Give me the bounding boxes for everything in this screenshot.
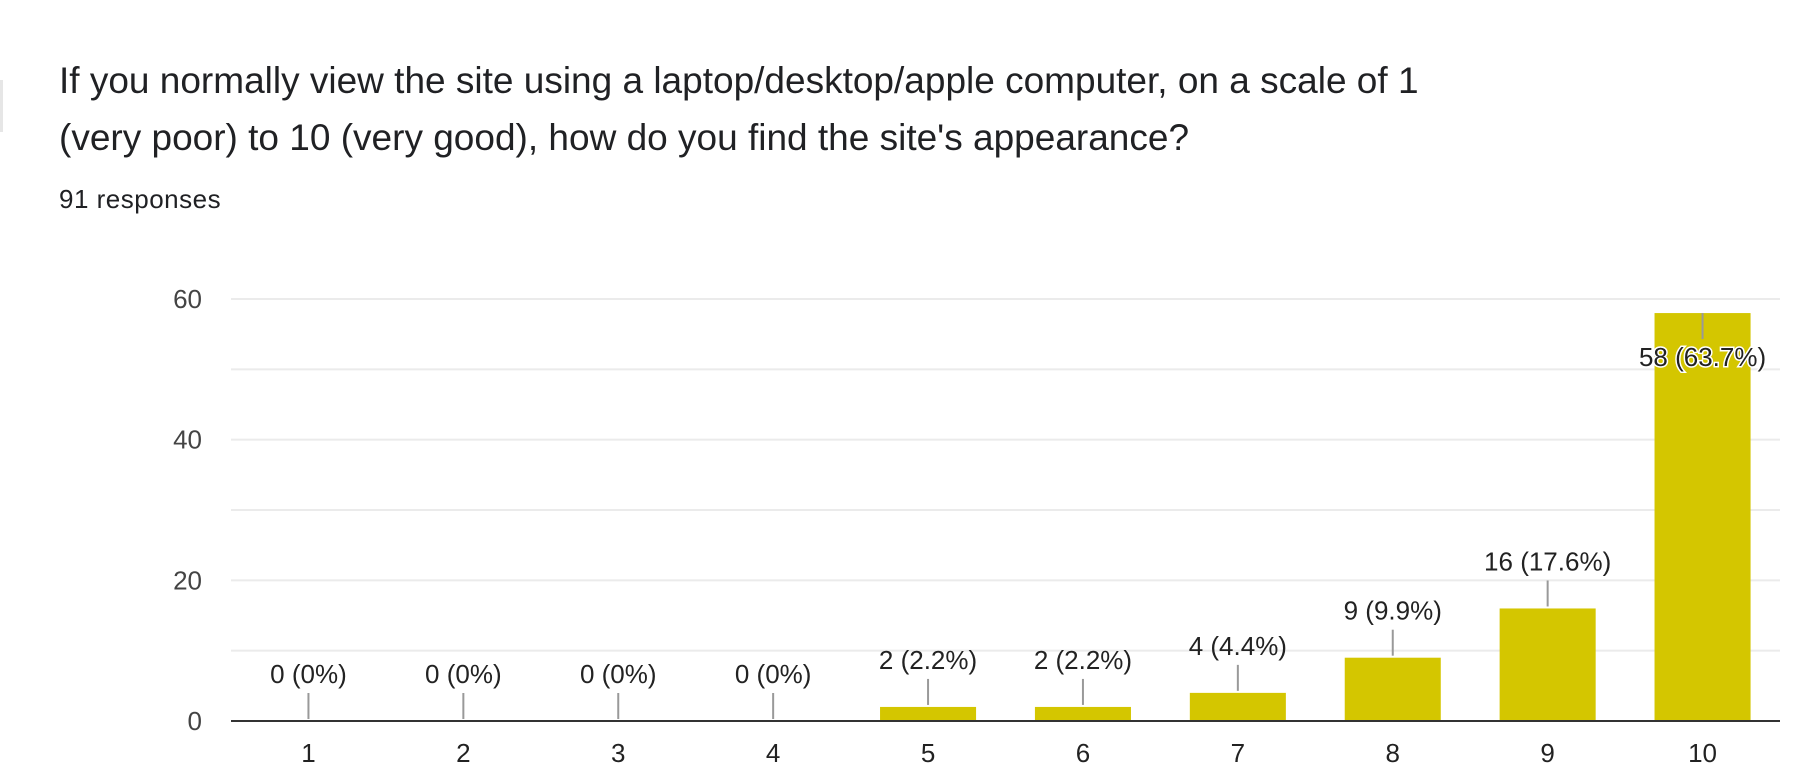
bar	[1654, 313, 1751, 721]
y-tick-label: 40	[173, 425, 202, 455]
x-tick-label: 7	[1231, 738, 1245, 768]
x-tick-label: 5	[921, 738, 935, 768]
response-count: 91 responses	[59, 184, 222, 214]
question-title: If you normally view the site using a la…	[59, 60, 1419, 158]
x-tick-label: 4	[766, 738, 780, 768]
data-label: 2 (2.2%)	[1034, 645, 1132, 675]
x-tick-label: 2	[456, 738, 470, 768]
bar	[1034, 706, 1131, 721]
bar	[880, 706, 977, 721]
data-label: 9 (9.9%)	[1344, 596, 1442, 626]
left-edge-mark	[0, 80, 3, 132]
data-label: 4 (4.4%)	[1189, 631, 1287, 661]
y-tick-label: 20	[173, 565, 202, 595]
x-tick-label: 10	[1688, 738, 1717, 768]
data-label: 0 (0%)	[735, 659, 812, 689]
x-tick-label: 8	[1386, 738, 1400, 768]
x-tick-label: 9	[1540, 738, 1554, 768]
data-label: 58 (63.7%)	[1639, 342, 1766, 372]
bar	[1189, 692, 1286, 721]
data-label: 0 (0%)	[425, 659, 502, 689]
data-label: 0 (0%)	[270, 659, 347, 689]
data-label: 16 (17.6%)	[1484, 546, 1611, 576]
x-tick-label: 6	[1076, 738, 1090, 768]
y-tick-label: 0	[188, 706, 202, 736]
x-tick-label: 3	[611, 738, 625, 768]
x-tick-label: 1	[301, 738, 315, 768]
bar	[1344, 657, 1441, 721]
y-tick-label: 60	[173, 284, 202, 314]
data-label: 0 (0%)	[580, 659, 657, 689]
data-label: 2 (2.2%)	[879, 645, 977, 675]
bar	[1499, 608, 1596, 721]
